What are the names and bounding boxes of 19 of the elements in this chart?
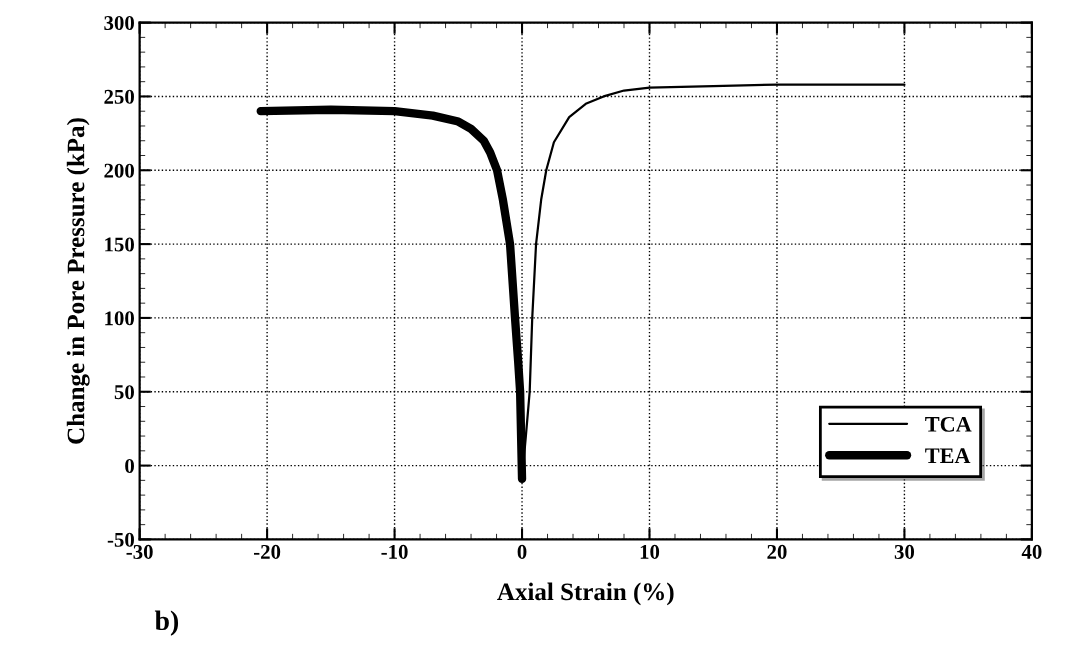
y-axis-title: Change in Pore Pressure (kPa): [66, 118, 90, 444]
y-tick-label: 100: [105, 311, 134, 326]
x-tick-label: -10: [381, 544, 408, 559]
x-tick-label: 10: [640, 544, 660, 559]
x-axis-title: Axial Strain (%): [497, 582, 674, 606]
x-tick-label: 20: [767, 544, 787, 559]
y-tick-label: 0: [125, 458, 134, 474]
y-tick-label: 50: [114, 385, 134, 400]
x-tick-label: 40: [1021, 544, 1042, 559]
y-tick-label: 300: [104, 15, 134, 31]
y-tick-label: 250: [104, 89, 134, 104]
legend-label: TCA: [925, 416, 972, 432]
legend-label: TEA: [925, 448, 971, 463]
x-tick-label: 0: [517, 544, 527, 559]
y-tick-label: 200: [104, 163, 134, 178]
x-tick-label: 30: [894, 544, 915, 559]
y-tick-label: 150: [105, 237, 134, 252]
text: b): [154, 610, 179, 636]
x-tick-label: -20: [253, 544, 281, 559]
